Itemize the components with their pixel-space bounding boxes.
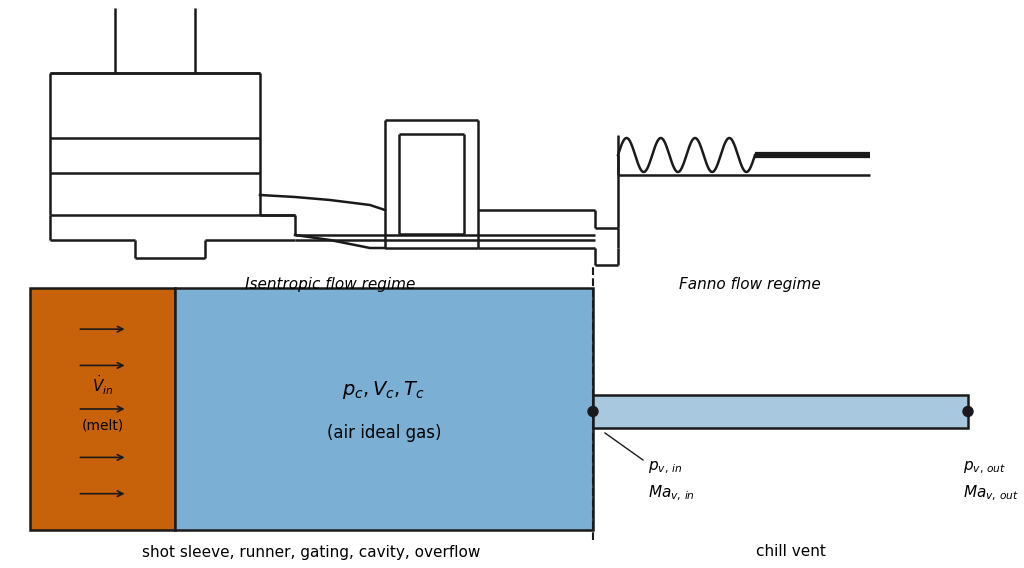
Text: $\dot{V}_{in}$: $\dot{V}_{in}$ — [92, 373, 114, 396]
Text: $Ma_{v,\, out}$: $Ma_{v,\, out}$ — [963, 483, 1019, 503]
Bar — [593, 395, 968, 428]
Text: $Ma_{v,\, in}$: $Ma_{v,\, in}$ — [648, 483, 695, 503]
Text: Isentropic flow regime: Isentropic flow regime — [245, 278, 415, 293]
Bar — [175, 288, 593, 530]
Circle shape — [588, 407, 598, 416]
Text: $p_{v,\, out}$: $p_{v,\, out}$ — [963, 460, 1006, 476]
Text: Fanno flow regime: Fanno flow regime — [679, 278, 821, 293]
Text: $p_c, V_c, T_c$: $p_c, V_c, T_c$ — [342, 379, 426, 400]
Text: (air ideal gas): (air ideal gas) — [327, 424, 441, 442]
Text: chill vent: chill vent — [756, 545, 825, 559]
Text: shot sleeve, runner, gating, cavity, overflow: shot sleeve, runner, gating, cavity, ove… — [142, 545, 480, 559]
Circle shape — [963, 407, 973, 416]
Text: $p_{v,\, in}$: $p_{v,\, in}$ — [648, 460, 682, 476]
Bar — [30, 288, 175, 530]
Text: (melt): (melt) — [81, 419, 124, 433]
